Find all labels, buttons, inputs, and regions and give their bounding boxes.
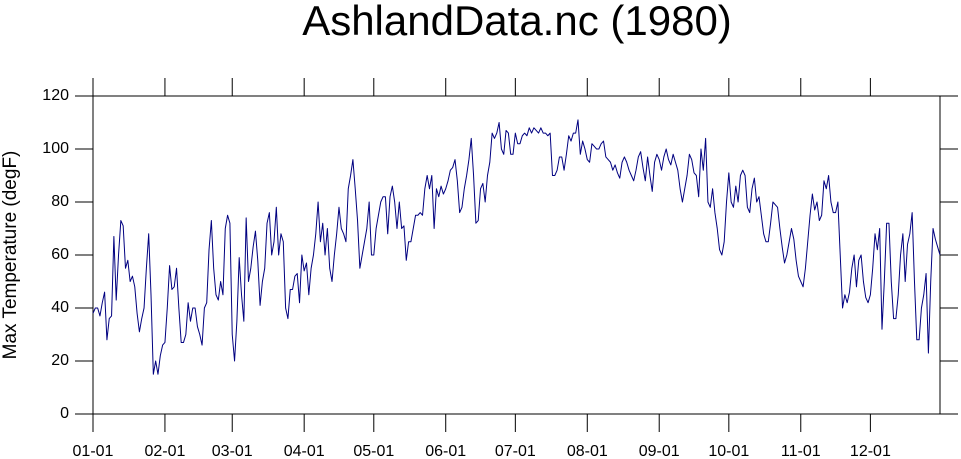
x-tick-label: 12-01 bbox=[850, 443, 891, 459]
x-tick-label: 09-01 bbox=[639, 443, 680, 459]
y-tick-label: 60 bbox=[51, 246, 69, 263]
x-tick-label: 02-01 bbox=[144, 443, 185, 459]
y-tick-label: 100 bbox=[42, 140, 69, 157]
data-line bbox=[92, 119, 941, 375]
x-tick-label: 01-01 bbox=[73, 443, 114, 459]
y-axis-label: Max Temperature (degF) bbox=[0, 151, 21, 360]
x-tick-label: 06-01 bbox=[425, 443, 466, 459]
x-tick-label: 07-01 bbox=[495, 443, 536, 459]
chart-title: AshlandData.nc (1980) bbox=[302, 0, 732, 44]
y-tick-label: 20 bbox=[51, 352, 69, 369]
y-tick-label: 120 bbox=[42, 87, 69, 104]
x-tick-label: 04-01 bbox=[284, 443, 325, 459]
x-tick-label: 08-01 bbox=[567, 443, 608, 459]
x-tick-label: 03-01 bbox=[212, 443, 253, 459]
y-tick-label: 0 bbox=[60, 405, 69, 422]
x-tick-label: 10-01 bbox=[708, 443, 749, 459]
x-tick-label: 11-01 bbox=[781, 443, 821, 459]
x-tick-label: 05-01 bbox=[353, 443, 394, 459]
y-tick-label: 40 bbox=[51, 299, 69, 316]
y-tick-label: 80 bbox=[51, 193, 69, 210]
